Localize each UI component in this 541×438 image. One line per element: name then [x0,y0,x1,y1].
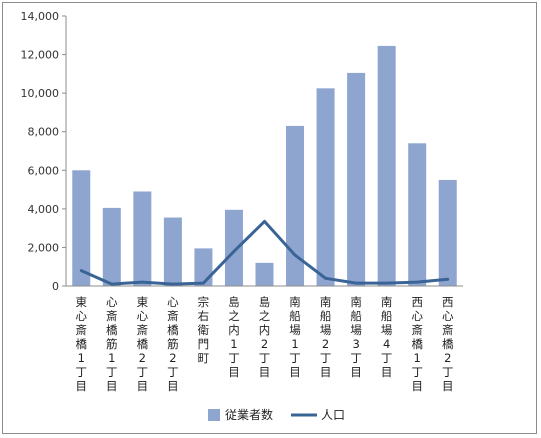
x-category-label: 南船場 4 丁目 [381,295,393,379]
line-series-population [79,219,450,286]
x-category-label: 南船場 2 丁目 [320,295,332,379]
y-tick-label: 14,000 [21,10,60,23]
bar-employees [255,262,274,286]
bar-employees [408,143,427,286]
bar-employees [224,209,243,286]
legend-swatch-employees [208,409,220,421]
legend-label-population: 人口 [321,408,345,422]
bar-employees [194,248,213,286]
y-axis-ticks: 0 2,000 4,000 6,000 8,000 10,000 12,000 14,000 [21,10,66,293]
bar-employees [316,88,335,286]
y-tick-label: 0 [52,280,59,293]
bar-employees [72,170,91,286]
x-category-label: 南船場 1 丁目 [289,295,301,379]
bar-employees [133,191,152,286]
bar-employees [286,125,305,286]
x-category-label: 西心斎橋 1 丁目 [411,295,423,393]
y-tick-label: 6,000 [28,164,60,177]
legend: 従業者数 人口 [208,407,345,422]
x-category-label: 東心斎橋 2 丁目 [137,295,149,393]
bar-employees [347,72,366,287]
x-category-label: 宗右衛門町 [198,295,210,365]
y-tick-label: 2,000 [28,241,60,254]
y-tick-label: 8,000 [28,126,60,139]
x-axis-categories: 東心斎橋 1 丁目 心斎橋筋 1 丁目 東心斎橋 2 丁目 心斎橋筋 2 丁目 宗右衛門町 島之内 1 丁目 島… [76,295,454,393]
x-category-label: 心斎橋筋 1 丁目 [106,295,118,393]
bar-employees [377,45,396,287]
x-category-label: 島之内 1 丁目 [228,295,240,379]
bar-employees [163,217,182,286]
y-tick-label: 12,000 [21,49,60,62]
x-category-label: 西心斎橋 2 丁目 [442,295,454,393]
bar-employees [102,207,121,286]
bar-series [72,45,457,287]
x-category-label: 島之内 2 丁目 [259,295,271,379]
y-tick-label: 10,000 [21,87,60,100]
x-category-label: 南船場 3 丁目 [350,295,362,379]
bar-employees [438,179,457,286]
y-tick-label: 4,000 [28,203,60,216]
legend-label-employees: 従業者数 [225,407,273,422]
x-category-label: 心斎橋筋 2 丁目 [167,295,179,393]
x-category-label: 東心斎橋 1 丁目 [76,295,88,393]
